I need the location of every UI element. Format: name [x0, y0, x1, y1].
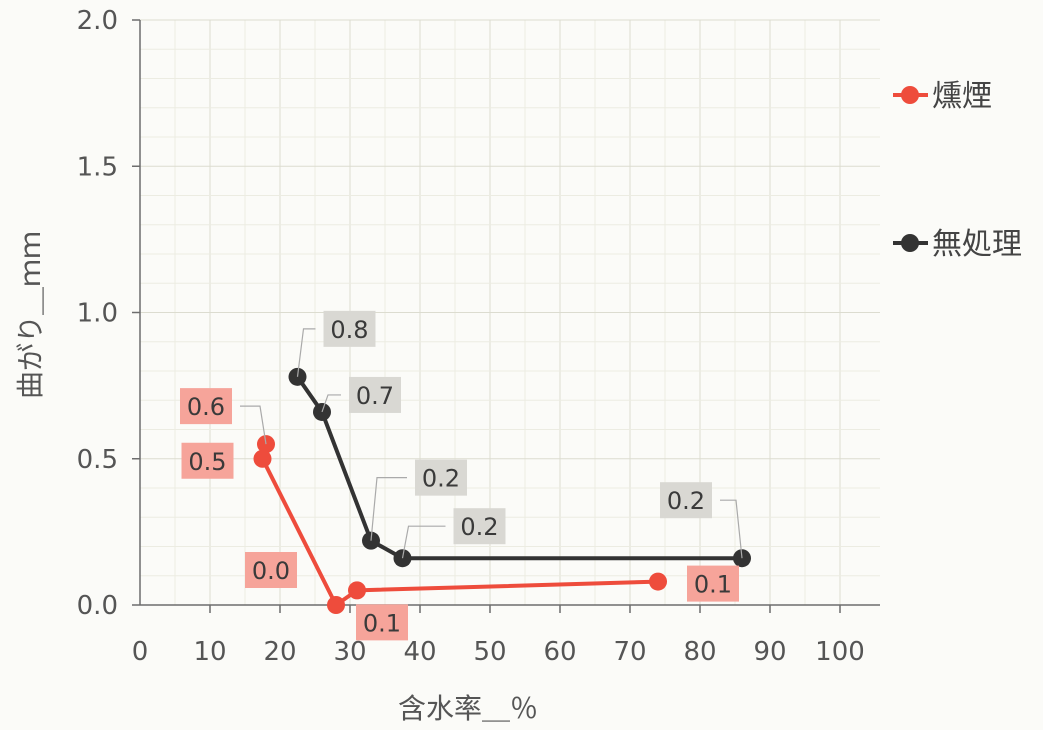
y-tick-label: 2.0 — [77, 6, 118, 36]
data-label-box — [415, 459, 467, 496]
y-tick-label: 0.5 — [77, 445, 118, 475]
data-label-leader — [370, 477, 407, 541]
series-line-segment — [355, 579, 660, 593]
data-label: 0.7 — [356, 382, 394, 410]
data-point — [327, 596, 345, 614]
data-label: 0.1 — [363, 609, 401, 637]
data-label: 0.0 — [252, 557, 290, 585]
x-tick-label: 70 — [613, 637, 646, 667]
data-label-box — [180, 388, 232, 425]
data-label-leader — [401, 525, 446, 559]
legend-marker — [901, 86, 919, 104]
x-tick-label: 20 — [263, 637, 296, 667]
axes: 0 10 20 30 40 50 60 70 80 90 100 0.0 0.5 1.0 1.5 2.0 — [77, 6, 880, 667]
data-label-box — [245, 552, 297, 588]
y-tick-label: 1.5 — [77, 152, 118, 182]
x-tick-label: 100 — [815, 637, 865, 667]
legend-label: 燻煙 — [932, 79, 992, 114]
x-tick-label: 80 — [683, 637, 716, 667]
x-axis-title: 含水率＿％ — [398, 692, 538, 725]
data-point — [649, 572, 667, 591]
y-tick-label: 1.0 — [77, 299, 118, 329]
series-line-segment — [260, 456, 338, 607]
x-tick-label: 90 — [753, 637, 786, 667]
data-label-leader — [321, 394, 341, 413]
data-label-box — [660, 482, 712, 519]
data-label-box — [356, 604, 408, 641]
x-tick-label: 30 — [333, 637, 366, 667]
data-label-leader — [720, 499, 743, 559]
y-tick-label: 0.0 — [77, 591, 118, 621]
data-label-box — [453, 508, 506, 545]
data-label: 0.5 — [188, 448, 226, 476]
legend-marker — [901, 234, 919, 252]
data-label-box — [349, 376, 401, 413]
data-labels: 0.60.50.00.10.10.80.70.20.20.2 — [180, 310, 743, 641]
data-label: 0.2 — [422, 465, 460, 493]
data-point — [348, 581, 366, 600]
grid — [140, 19, 880, 605]
data-label-box — [181, 442, 234, 479]
data-label-box — [687, 565, 739, 602]
series-line-segment — [320, 409, 373, 543]
data-label: 0.1 — [694, 571, 732, 599]
x-tick-label: 10 — [193, 637, 226, 667]
x-tick-label: 40 — [403, 637, 436, 667]
data-label: 0.6 — [187, 393, 225, 421]
y-axis-title: 曲がり＿ｍｍ — [14, 231, 47, 399]
x-tick-label: 60 — [543, 637, 576, 667]
data-label: 0.2 — [460, 513, 498, 541]
data-point — [253, 449, 272, 468]
data-label-box — [323, 310, 376, 347]
x-tick-label: 50 — [473, 637, 506, 667]
data-label: 0.8 — [330, 316, 368, 344]
data-label: 0.2 — [667, 487, 705, 515]
data-label-leader — [240, 405, 267, 445]
legend-label: 無処理 — [932, 227, 1022, 262]
x-tick-label: 0 — [132, 637, 149, 667]
data-label-leader — [296, 328, 316, 377]
